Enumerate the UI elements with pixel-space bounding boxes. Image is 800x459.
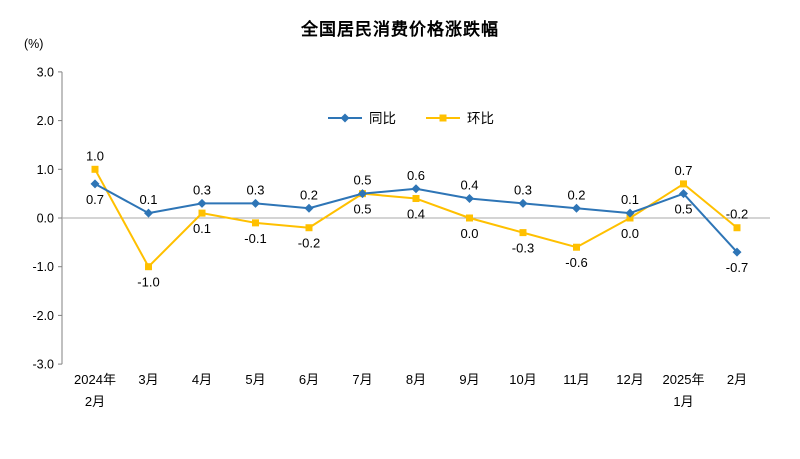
x-tick-label: 9月 <box>459 372 479 387</box>
diamond-marker <box>304 203 314 213</box>
x-tick-label: 2024年 <box>74 372 116 387</box>
square-marker <box>412 195 420 203</box>
legend-diamond-marker <box>340 113 350 123</box>
data-label: 0.4 <box>460 178 478 193</box>
data-label: 1.0 <box>86 148 104 163</box>
y-tick-label: -2.0 <box>32 309 54 323</box>
x-tick-label: 2025年 <box>663 372 705 387</box>
legend-label: 环比 <box>467 111 494 126</box>
legend-label: 同比 <box>369 111 396 126</box>
diamond-marker <box>358 189 367 199</box>
x-tick-label: 11月 <box>563 372 590 387</box>
diamond-marker <box>518 198 528 208</box>
data-label: -0.6 <box>565 255 587 270</box>
y-tick-label: 2.0 <box>37 114 54 128</box>
y-tick-label: -1.0 <box>32 260 54 274</box>
data-label: 0.1 <box>621 192 639 207</box>
data-label: 0.6 <box>407 168 425 183</box>
data-label: 0.0 <box>460 226 478 241</box>
x-tick-label: 3月 <box>138 372 158 387</box>
square-marker <box>305 224 313 232</box>
y-tick-label: 0.0 <box>37 212 54 226</box>
x-tick-label: 12月 <box>616 372 643 387</box>
x-tick-label: 2月 <box>727 372 747 387</box>
data-label: 0.5 <box>353 173 371 188</box>
data-label: 0.1 <box>193 221 211 236</box>
diamond-marker <box>465 194 474 204</box>
data-label: 0.3 <box>246 182 264 197</box>
x-tick-label: 7月 <box>352 372 372 387</box>
x-tick-label: 6月 <box>299 372 319 387</box>
x-tick-label: 1月 <box>673 394 693 409</box>
data-label: 0.5 <box>353 202 371 217</box>
square-marker <box>573 243 580 251</box>
square-marker <box>680 180 687 188</box>
data-label: -1.0 <box>137 275 159 290</box>
data-label: 0.2 <box>300 187 318 202</box>
diamond-marker <box>625 208 635 218</box>
y-axis-unit-label: (%) <box>24 37 44 51</box>
square-marker <box>91 165 99 173</box>
data-label: 0.2 <box>567 187 585 202</box>
x-tick-label: 4月 <box>192 372 212 387</box>
data-label: 0.0 <box>621 226 639 241</box>
y-tick-label: -3.0 <box>32 358 54 372</box>
square-marker <box>626 214 634 222</box>
data-label: 0.1 <box>139 192 157 207</box>
data-label: 0.3 <box>514 182 532 197</box>
diamond-marker <box>251 198 260 208</box>
square-marker <box>145 263 152 271</box>
y-tick-label: 3.0 <box>37 65 54 79</box>
chart-title: 全国居民消费价格涨跌幅 <box>301 20 499 39</box>
square-marker <box>252 219 259 227</box>
diamond-marker <box>197 198 207 208</box>
square-marker <box>733 224 741 232</box>
data-label: 0.7 <box>86 192 104 207</box>
data-label: -0.3 <box>512 241 534 256</box>
diamond-marker <box>144 208 153 218</box>
x-tick-label: 2月 <box>85 394 105 409</box>
diamond-marker <box>572 203 581 213</box>
diamond-marker <box>679 189 688 199</box>
x-tick-label: 8月 <box>406 372 426 387</box>
data-label: 0.3 <box>193 182 211 197</box>
data-label: -0.2 <box>298 236 320 251</box>
data-label: -0.7 <box>726 260 748 275</box>
square-marker <box>198 209 206 217</box>
data-label: -0.1 <box>244 231 266 246</box>
square-marker <box>519 229 527 237</box>
data-label: 0.5 <box>674 202 692 217</box>
data-label: 0.7 <box>674 163 692 178</box>
y-tick-label: 1.0 <box>37 163 54 177</box>
x-tick-label: 5月 <box>245 372 265 387</box>
data-label: 0.4 <box>407 207 425 222</box>
diamond-marker <box>732 247 742 257</box>
diamond-marker <box>90 179 100 189</box>
legend-square-marker <box>439 114 447 122</box>
square-marker <box>466 214 473 222</box>
data-label: -0.2 <box>726 207 748 222</box>
x-tick-label: 10月 <box>509 372 536 387</box>
diamond-marker <box>411 184 421 194</box>
